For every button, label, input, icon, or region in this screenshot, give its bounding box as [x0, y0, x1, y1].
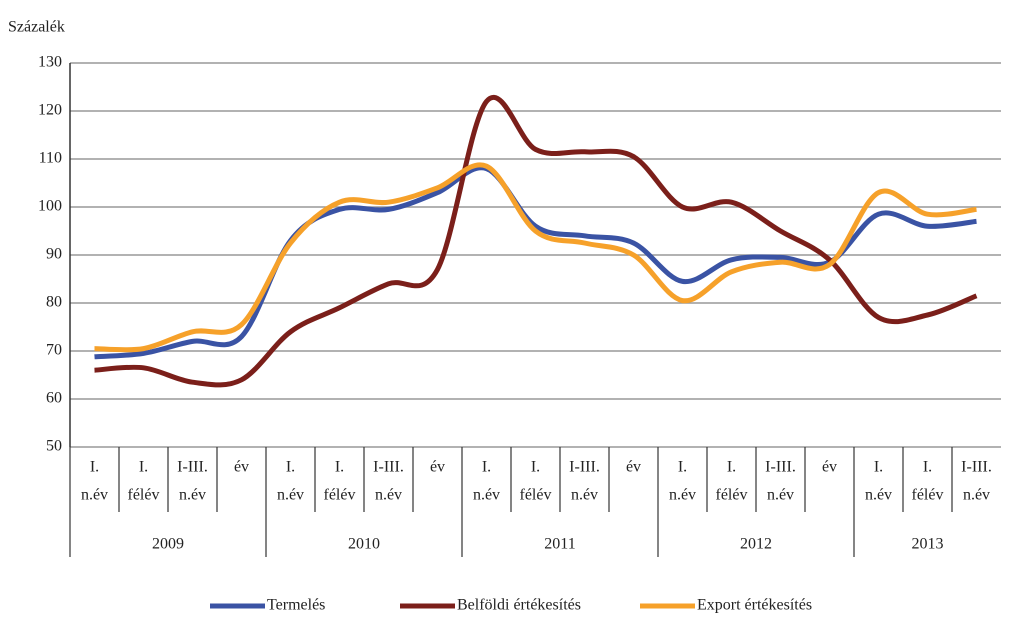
x-group-label: 2011 [544, 536, 575, 553]
x-tick-label: n.év [277, 487, 304, 504]
y-tick-label: 60 [46, 390, 62, 407]
x-tick-label: I. [923, 459, 932, 476]
x-tick-label: n.év [473, 487, 500, 504]
x-tick-label: n.év [767, 487, 794, 504]
x-group-label: 2013 [912, 536, 944, 553]
x-tick-label: év [430, 459, 445, 476]
x-tick-label: félév [912, 487, 944, 504]
x-tick-label: I. [90, 459, 99, 476]
x-tick-label: n.év [865, 487, 892, 504]
y-tick-label: 90 [46, 246, 62, 263]
y-tick-label: 70 [46, 342, 62, 359]
series-line [94, 95, 978, 388]
y-tick-label: 80 [46, 294, 62, 311]
x-tick-label: n.év [81, 487, 108, 504]
y-tick-label: 100 [38, 198, 62, 215]
x-tick-label: I. [678, 459, 687, 476]
x-tick-label: év [626, 459, 641, 476]
legend-label: Termelés [267, 597, 325, 614]
x-tick-label: I-III. [765, 459, 796, 476]
x-tick-label: n.év [375, 487, 402, 504]
x-tick-label: I. [286, 459, 295, 476]
x-tick-label: I-III. [961, 459, 992, 476]
x-tick-label: n.év [571, 487, 598, 504]
x-tick-label: I. [531, 459, 540, 476]
x-tick-label: n.év [963, 487, 990, 504]
x-tick-label: félév [324, 487, 356, 504]
x-tick-label: I-III. [177, 459, 208, 476]
y-tick-label: 120 [38, 102, 62, 119]
x-tick-label: I-III. [569, 459, 600, 476]
x-tick-label: n.év [179, 487, 206, 504]
legend-label: Belföldi értékesítés [457, 597, 581, 614]
legend-label: Export értékesítés [697, 597, 812, 614]
x-tick-label: I. [874, 459, 883, 476]
x-tick-label: I. [139, 459, 148, 476]
x-tick-label: félév [716, 487, 748, 504]
y-axis-label: Százalék [8, 19, 65, 36]
x-tick-label: félév [128, 487, 160, 504]
x-tick-label: év [234, 459, 249, 476]
y-tick-label: 50 [46, 438, 62, 455]
series-line [94, 162, 977, 353]
x-group-label: 2010 [348, 536, 380, 553]
y-tick-label: 110 [39, 150, 62, 167]
y-tick-label: 130 [38, 54, 62, 71]
x-group-label: 2009 [152, 536, 184, 553]
x-tick-label: félév [520, 487, 552, 504]
x-tick-label: I. [482, 459, 491, 476]
x-tick-label: I. [727, 459, 736, 476]
x-group-label: 2012 [740, 536, 772, 553]
series-line [94, 165, 977, 360]
x-tick-label: I-III. [373, 459, 404, 476]
x-tick-label: év [822, 459, 837, 476]
x-tick-label: I. [335, 459, 344, 476]
x-tick-label: n.év [669, 487, 696, 504]
